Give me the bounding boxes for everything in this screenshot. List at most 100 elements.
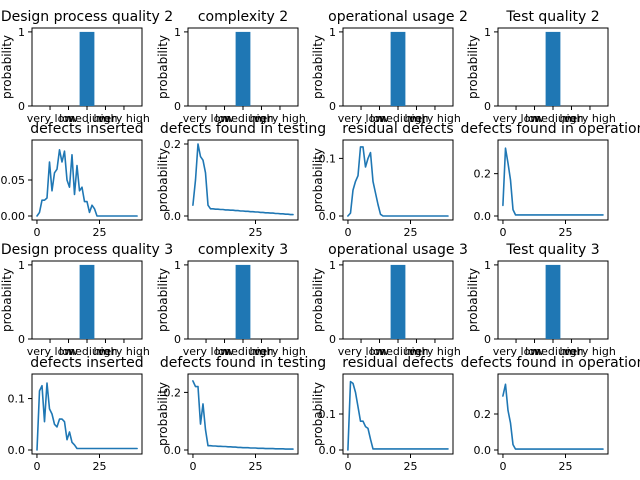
y-tick-label: 0.05 <box>1 174 26 187</box>
y-tick-label: 0 <box>329 333 336 346</box>
x-tick-label: very low <box>183 345 230 358</box>
y-tick-label: 1 <box>484 26 491 39</box>
y-tick-label: 0.0 <box>474 444 492 457</box>
plot-frame <box>497 139 609 221</box>
series-line <box>502 383 604 450</box>
x-tick-label: high <box>249 112 273 125</box>
subplot-title: complexity 3 <box>198 242 288 258</box>
subplot-title: residual defects <box>342 355 453 371</box>
subplot-title: Design process quality 3 <box>1 242 173 258</box>
subplot-title: defects found in testing <box>160 121 326 137</box>
x-tick-label: very high <box>409 345 461 358</box>
series-line <box>36 382 138 451</box>
x-tick-label: 0 <box>344 226 351 239</box>
y-tick-label: 0 <box>174 333 181 346</box>
x-tick-label: very high <box>564 112 616 125</box>
plot-frame <box>342 139 454 221</box>
y-axis-label: probability <box>311 148 325 212</box>
x-tick-label: 0 <box>499 226 506 239</box>
subplot-title: complexity 2 <box>198 9 288 25</box>
y-tick-label: 0.2 <box>474 408 492 421</box>
subplot-title: operational usage 2 <box>328 9 468 25</box>
x-tick-label: 25 <box>404 226 418 239</box>
x-tick-label: low <box>59 112 78 125</box>
x-tick-label: 0 <box>33 226 40 239</box>
x-tick-label: low <box>370 345 389 358</box>
series-line <box>192 380 294 450</box>
y-tick-label: 0.1 <box>319 408 337 421</box>
y-tick-label: 0.0 <box>319 444 337 457</box>
subplot-title: Test quality 2 <box>505 9 599 25</box>
x-tick-label: medium <box>375 345 420 358</box>
y-tick-label: 0 <box>174 100 181 113</box>
subplot-title: defects found in testing <box>160 355 326 371</box>
subplot-title: defects inserted <box>30 121 143 137</box>
y-tick-label: 0.0 <box>474 210 492 223</box>
x-tick-label: very high <box>254 112 306 125</box>
y-tick-label: 0.0 <box>164 444 182 457</box>
subplot-title: Design process quality 2 <box>1 9 173 25</box>
x-tick-label: medium <box>64 345 109 358</box>
y-tick-label: 0.1 <box>8 393 26 406</box>
subplot-title: defects found in operation <box>461 121 640 137</box>
subplot-7: 0 25 0.0 0.1 residual defects probability <box>311 121 454 239</box>
bar-medium <box>79 31 95 106</box>
x-tick-label: high <box>404 345 428 358</box>
plot-frame <box>187 373 299 455</box>
x-tick-label: 25 <box>249 460 263 473</box>
x-tick-label: 25 <box>93 226 107 239</box>
y-axis-label: probability <box>466 268 480 332</box>
x-tick-label: high <box>559 345 583 358</box>
x-tick-label: low <box>370 112 389 125</box>
y-tick-label: 0 <box>484 333 491 346</box>
y-tick-label: 0.0 <box>8 444 26 457</box>
y-tick-label: 0 <box>18 100 25 113</box>
x-tick-label: high <box>249 345 273 358</box>
y-axis-label: probability <box>0 268 14 332</box>
x-tick-label: low <box>215 345 234 358</box>
y-tick-label: 1 <box>174 259 181 272</box>
y-tick-label: 0.2 <box>474 168 492 181</box>
x-tick-label: medium <box>64 112 109 125</box>
bar-medium <box>235 31 251 106</box>
subplot-title: Test quality 3 <box>505 242 599 258</box>
x-tick-label: high <box>93 112 117 125</box>
y-axis-label: probability <box>156 382 170 446</box>
x-tick-label: very high <box>564 345 616 358</box>
y-axis-label: probability <box>311 268 325 332</box>
y-axis-label: probability <box>156 148 170 212</box>
x-tick-label: medium <box>220 112 265 125</box>
y-axis-label: probability <box>311 382 325 446</box>
x-tick-label: 25 <box>93 460 107 473</box>
x-tick-label: very low <box>338 112 385 125</box>
plot-frame <box>497 373 609 455</box>
x-tick-label: low <box>215 112 234 125</box>
y-tick-label: 1 <box>329 26 336 39</box>
y-axis-label: probability <box>466 35 480 99</box>
x-tick-label: low <box>525 345 544 358</box>
y-tick-label: 0.0 <box>164 210 182 223</box>
subplot-8: 0 25 0.0 0.2 defects found in operation <box>461 121 640 239</box>
y-tick-label: 0.2 <box>164 386 182 399</box>
plot-frame <box>342 373 454 455</box>
y-axis-label: probability <box>156 35 170 99</box>
bar-medium <box>390 31 406 106</box>
x-tick-label: 25 <box>559 460 573 473</box>
y-axis-label: probability <box>0 35 14 99</box>
bar-medium <box>79 264 95 339</box>
x-tick-label: 25 <box>249 226 263 239</box>
y-tick-label: 1 <box>174 26 181 39</box>
y-tick-label: 1 <box>484 259 491 272</box>
y-tick-label: 0.00 <box>1 210 26 223</box>
series-line <box>502 147 604 216</box>
subplot-16: 0 25 0.0 0.2 defects found in operation <box>461 355 640 473</box>
y-tick-label: 0.1 <box>319 152 337 165</box>
y-tick-label: 1 <box>18 259 25 272</box>
series-line <box>347 380 449 451</box>
